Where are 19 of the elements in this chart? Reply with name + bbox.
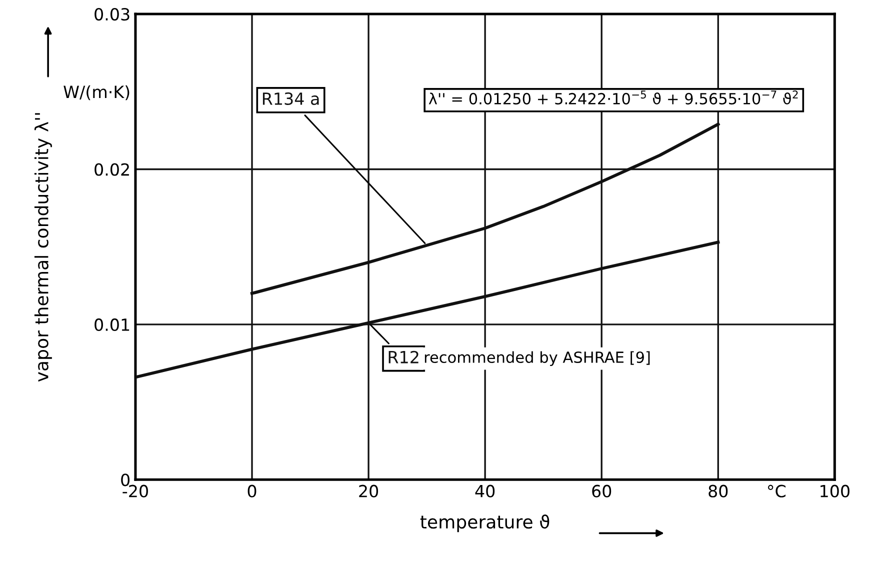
y-tick-label: 0: [121, 474, 130, 486]
x-axis-title: temperature ϑ: [420, 514, 550, 532]
y-axis-title: vapor thermal conductivity λ'': [34, 113, 52, 382]
x-tick-label: 40: [475, 484, 495, 498]
x-tick-label: 0: [248, 484, 256, 498]
x-tick-label: 100: [820, 484, 850, 498]
annotation: recommended by ASHRAE [9]: [424, 351, 650, 366]
y-tick-label: 0.02: [94, 163, 129, 176]
y-tick-label: 0.03: [94, 8, 130, 21]
y-tick-label: W/(m·K): [64, 85, 130, 100]
x-tick-label: 80: [708, 484, 728, 498]
x-tick-label: 20: [359, 484, 378, 498]
x-tick-label: 60: [592, 484, 612, 498]
x-tick-label: -20: [122, 484, 148, 498]
series-label: R12: [388, 350, 418, 364]
y-tick-label: 0.01: [94, 318, 130, 332]
x-tick-label: °C: [768, 484, 786, 498]
text: R134 a: [262, 92, 319, 105]
annotation: λ'' = 0.01250 + 5.2422·10$^{−5}$ ϑ + 9.5655·10$^{−7}$ ϑ$^{2}$: [428, 90, 798, 104]
